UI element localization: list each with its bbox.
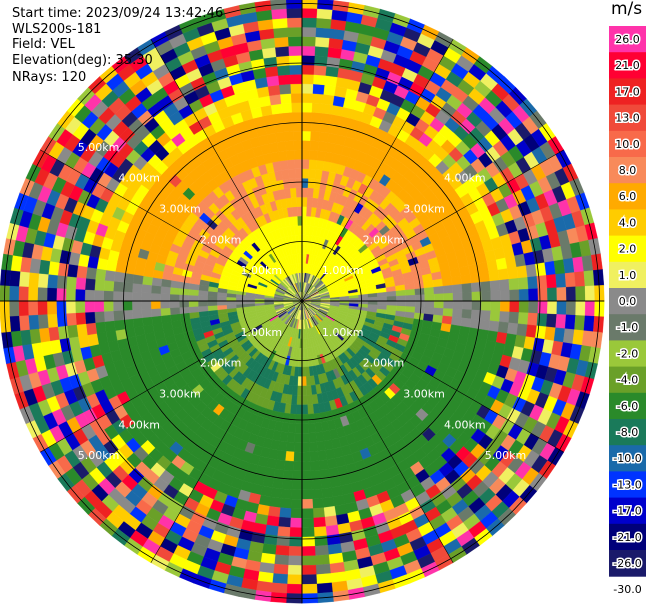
colorbar-tick-label: 4.0 [619, 216, 637, 229]
colorbar-tick-label: -8.0 [617, 426, 638, 439]
velocity-rays [0, 0, 605, 604]
colorbar-tick-label: 26.0 [615, 33, 640, 46]
colorbar-tick-label: 10.0 [615, 138, 640, 151]
colorbar-unit: m/s [611, 0, 643, 19]
colorbar-tick-label: 0.0 [619, 295, 637, 308]
colorbar-tick-label: 2.0 [619, 243, 637, 256]
colorbar-tick-label: -30.0 [613, 583, 641, 596]
colorbar-tick-label: -13.0 [613, 478, 641, 491]
colorbar-tick-label: -26.0 [613, 557, 641, 570]
colorbar-tick-label: 1.0 [619, 269, 637, 282]
colorbar-tick-label: 21.0 [615, 59, 640, 72]
colorbar-tick-label: -2.0 [617, 347, 638, 360]
colorbar-tick-label: -1.0 [617, 321, 638, 334]
colorbar-tick-label: 13.0 [615, 112, 640, 125]
field-label: Field: VEL [12, 37, 75, 52]
colorbar-tick-label: -4.0 [617, 374, 638, 387]
elevation-label: Elevation(deg): 35.30 [12, 53, 153, 68]
colorbar-tick-label: -10.0 [613, 452, 641, 465]
instrument-label: WLS200s-181 [12, 22, 102, 37]
colorbar-tick-label: 17.0 [615, 85, 640, 98]
nrays-label: NRays: 120 [12, 70, 87, 85]
colorbar-tick-label: 8.0 [619, 164, 637, 177]
colorbar-tick-label: -17.0 [613, 505, 641, 518]
colorbar-tick-label: -21.0 [613, 531, 641, 544]
colorbar-tick-label: 6.0 [619, 190, 637, 203]
start-time-label: Start time: 2023/09/24 13:42:46 [12, 6, 224, 21]
colorbar-tick-label: -6.0 [617, 400, 638, 413]
